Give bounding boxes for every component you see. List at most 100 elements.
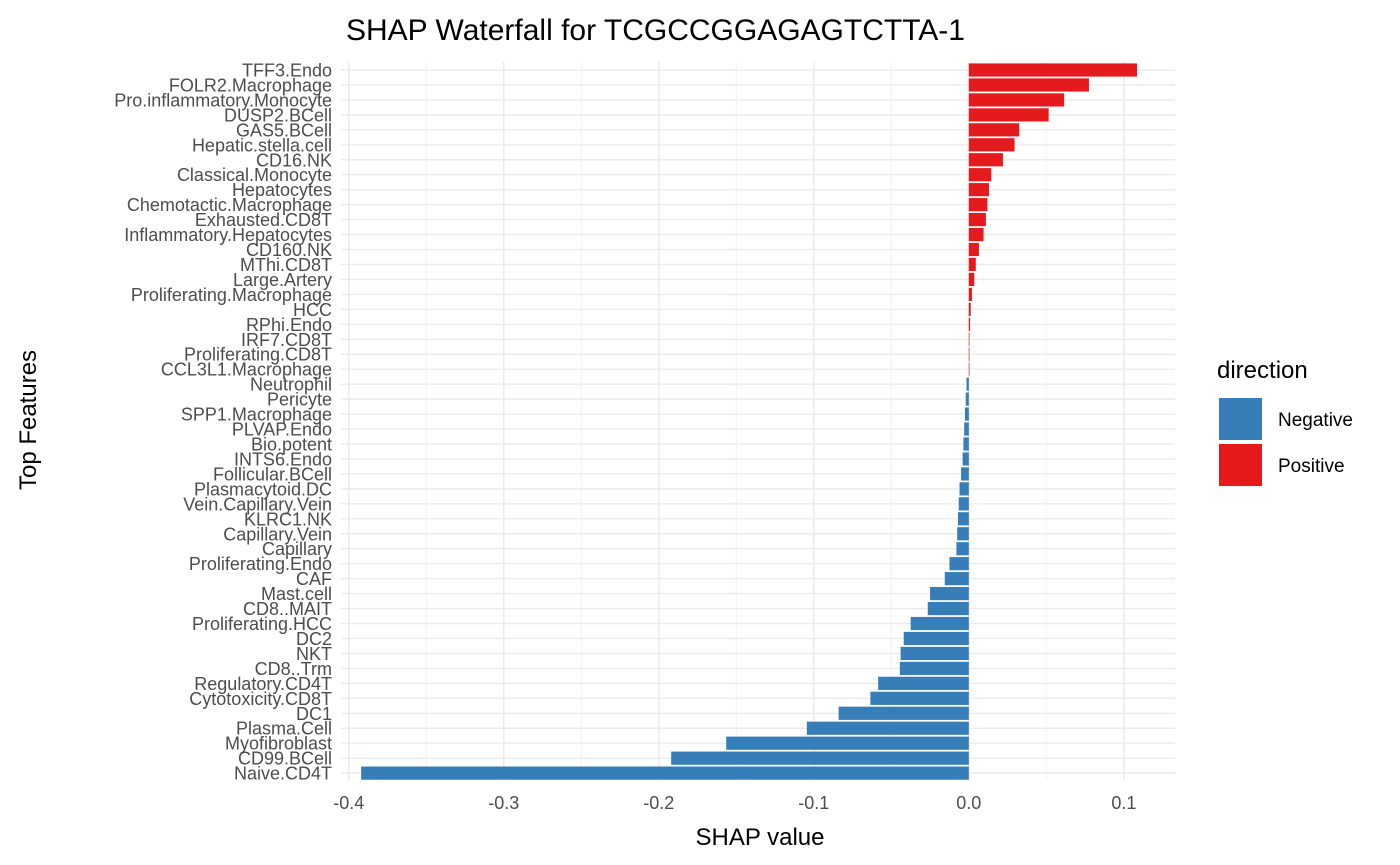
x-tick-labels: -0.4 -0.3 -0.2 -0.1 0.0 0.1 [333, 793, 1136, 813]
x-tick-label: -0.3 [488, 793, 519, 813]
y-tick-label: Proliferating.CD8T [184, 345, 332, 365]
bar-cd99-bcell [671, 751, 969, 765]
y-tick-label: Pro.inflammatory.Monocyte [114, 90, 332, 110]
bar-cd16-nk [968, 153, 1003, 167]
bar-inflammatory-hepatocytes [968, 227, 984, 242]
bar-large-artery [968, 272, 975, 287]
y-tick-label: CCL3L1.Macrophage [161, 360, 332, 380]
y-tick-label: Inflammatory.Hepatocytes [124, 225, 332, 245]
y-tick-label: CD160.NK [246, 240, 332, 260]
bar-capillary-vein [957, 527, 969, 541]
y-tick-label: Plasmacytoid.DC [194, 479, 332, 499]
x-tick-label: 0.1 [1111, 793, 1136, 813]
y-tick-label: Proliferating.Macrophage [131, 285, 332, 305]
y-tick-label: Proliferating.Endo [189, 554, 332, 574]
bar-follicular-bcell [961, 467, 969, 481]
bar-folr2-macrophage [968, 78, 1089, 92]
legend-label-positive: Positive [1278, 456, 1345, 477]
bar-hcc [968, 302, 971, 316]
y-tick-label: TFF3.Endo [242, 61, 332, 81]
bar-cytotoxicity-cd8t [870, 691, 969, 705]
bar-plasma-cell [806, 721, 969, 735]
y-tick-label: Plasma.Cell [236, 719, 332, 739]
y-tick-label: MThi.CD8T [240, 255, 332, 275]
y-tick-label: Neutrophil [250, 375, 332, 395]
bar-pericyte [965, 392, 969, 406]
y-tick-labels: TFF3.EndoFOLR2.MacrophagePro.inflammator… [114, 61, 332, 784]
y-tick-label: Myofibroblast [225, 734, 332, 754]
y-tick-label: PLVAP.Endo [232, 420, 332, 440]
y-tick-label: RPhi.Endo [246, 315, 332, 335]
y-tick-label: Capillary.Vein [223, 524, 332, 544]
bar-regulatory-cd4t [878, 676, 969, 690]
bars [361, 63, 1138, 780]
x-tick-label: -0.1 [798, 793, 829, 813]
bar-dc1 [838, 706, 969, 720]
bar-cd8-mait [927, 601, 969, 616]
bar-chemotactic-macrophage [968, 198, 988, 212]
y-tick-label: DC2 [296, 629, 332, 649]
y-tick-label: IRF7.CD8T [241, 330, 332, 350]
y-tick-label: Cytotoxicity.CD8T [189, 689, 332, 709]
y-tick-label: DUSP2.BCell [224, 105, 332, 125]
y-tick-label: NKT [296, 644, 332, 664]
bar-klrc1-nk [957, 512, 969, 526]
bar-nkt [900, 646, 969, 661]
y-tick-label: Follicular.BCell [213, 464, 332, 484]
bar-rphi-endo [968, 317, 971, 331]
y-tick-label: CAF [296, 569, 332, 589]
bar-hepatic-stella-cell [968, 138, 1015, 152]
y-axis-title: Top Features [15, 350, 42, 490]
bar-capillary [956, 542, 969, 556]
bar-cd8-trm [899, 661, 969, 675]
y-tick-label: Exhausted.CD8T [195, 210, 332, 230]
legend-swatch-negative [1219, 398, 1262, 440]
bar-spp1-macrophage [964, 407, 969, 421]
x-tick-label: -0.2 [643, 793, 674, 813]
x-tick-label: 0.0 [956, 793, 981, 813]
y-tick-label: Pericyte [267, 390, 332, 410]
bar-hepatocytes [968, 183, 989, 197]
y-tick-label: Hepatic.stella.cell [192, 135, 332, 155]
bar-ccl3l1-macrophage [968, 362, 970, 376]
y-tick-label: INTS6.Endo [234, 449, 332, 469]
bar-vein-capillary-vein [958, 497, 969, 511]
bar-classical-monocyte [968, 168, 992, 182]
legend-title: direction [1217, 357, 1308, 384]
y-tick-label: Regulatory.CD4T [194, 674, 332, 694]
bar-tff3-endo [968, 63, 1138, 77]
y-tick-label: HCC [293, 300, 332, 320]
bar-proliferating-macrophage [968, 287, 972, 301]
y-tick-label: FOLR2.Macrophage [169, 75, 332, 95]
y-tick-label: CD16.NK [256, 150, 332, 170]
y-tick-label: Proliferating.HCC [192, 614, 332, 634]
chart-title: SHAP Waterfall for TCGCCGGAGAGTCTTA-1 [346, 14, 965, 47]
bar-mast-cell [930, 587, 969, 601]
y-tick-label: Capillary [262, 539, 332, 559]
bar-dusp2-bcell [968, 108, 1049, 122]
grid-lines [341, 62, 1175, 780]
x-axis-title: SHAP value [696, 824, 825, 851]
bar-pro-inflammatory-monocyte [968, 93, 1065, 107]
y-tick-label: SPP1.Macrophage [181, 405, 332, 425]
y-tick-label: Bio.potent [251, 435, 332, 455]
bar-bio-potent [963, 437, 969, 451]
legend: direction Negative Positive [1217, 357, 1353, 486]
y-tick-label: KLRC1.NK [244, 509, 332, 529]
legend-label-negative: Negative [1278, 410, 1353, 431]
legend-swatch-positive [1219, 444, 1262, 486]
bar-mthi-cd8t [968, 257, 976, 272]
y-tick-label: CD8..MAIT [243, 599, 332, 619]
bar-exhausted-cd8t [968, 213, 986, 227]
y-tick-label: Large.Artery [233, 270, 332, 290]
bar-cd160-nk [968, 242, 979, 257]
y-tick-label: DC1 [296, 704, 332, 724]
y-tick-label: CD8..Trm [255, 659, 332, 679]
y-tick-label: GAS5.BCell [236, 120, 332, 140]
x-tick-label: -0.4 [333, 793, 364, 813]
bar-naive-cd4t [361, 766, 969, 780]
bar-plasmacytoid-dc [959, 482, 969, 496]
bar-proliferating-hcc [910, 616, 969, 631]
bar-ints6-endo [962, 452, 969, 466]
